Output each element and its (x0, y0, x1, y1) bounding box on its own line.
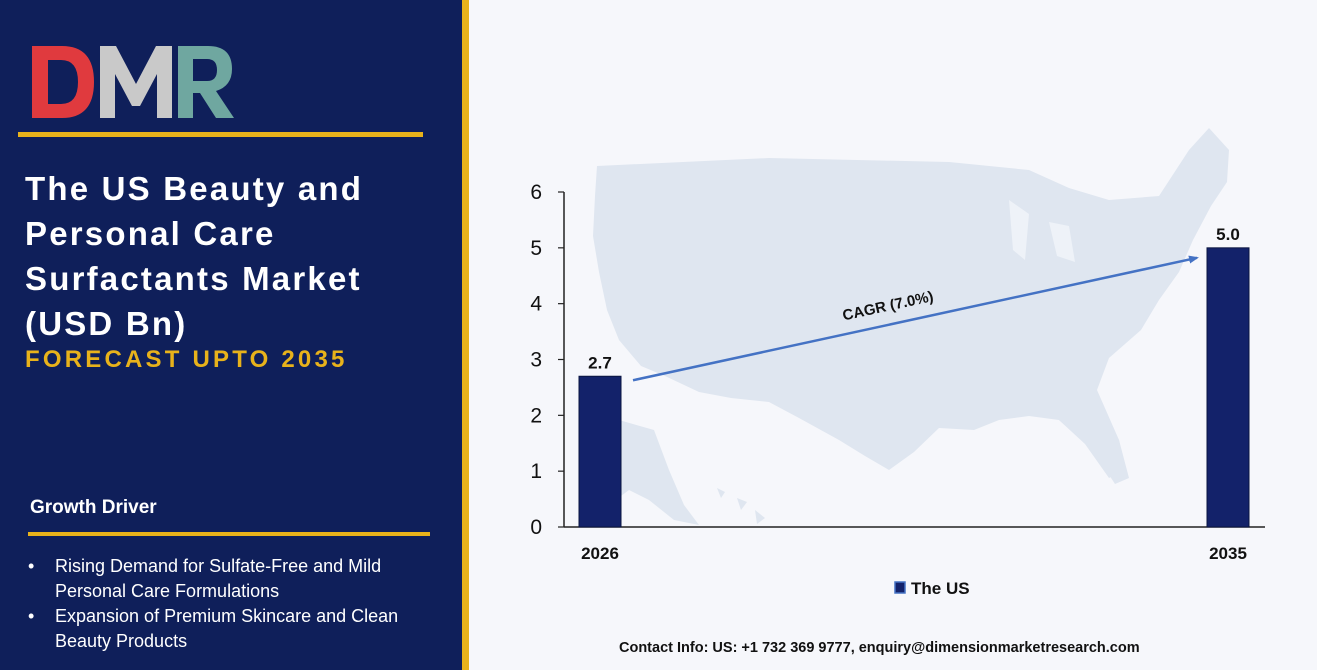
legend: The US (894, 579, 970, 598)
bar-2035 (1206, 247, 1250, 528)
growth-driver-item: • Rising Demand for Sulfate-Free and Mild… (28, 554, 448, 604)
gold-divider-top (18, 132, 423, 137)
bar-chart: 0 1 2 3 4 5 6 2.7 2026 5.0 2035 CAGR (7.0%) The U… (530, 181, 1265, 598)
y-tick-label: 6 (530, 181, 542, 204)
gold-divider-bottom (28, 532, 430, 536)
bars: 2.7 2026 5.0 2035 (578, 225, 1250, 563)
logo-letter-m (100, 46, 172, 118)
florida-shape (1059, 412, 1129, 484)
x-tick-label: 2026 (581, 544, 619, 563)
us-map-icon (593, 128, 1229, 525)
us-mainland-shape (593, 128, 1229, 478)
y-tick-label: 2 (530, 404, 542, 427)
legend-label: The US (911, 579, 970, 598)
cagr-annotation: CAGR (7.0%) (632, 255, 1199, 382)
legend-swatch (894, 581, 906, 594)
growth-driver-text: Expansion of Premium Skincare and Clean … (55, 606, 399, 651)
cagr-arrow (632, 255, 1199, 382)
growth-driver-heading: Growth Driver (30, 497, 157, 518)
data-label: 5.0 (1216, 225, 1240, 244)
forecast-subtitle: FORECAST UPTO 2035 (25, 346, 348, 373)
logo-letter-r (178, 46, 234, 118)
data-label: 2.7 (588, 353, 612, 372)
page-title: The US Beauty and Personal Care Surfacta… (25, 170, 364, 342)
y-tick-label: 1 (530, 460, 542, 483)
logo-letter-d (32, 46, 94, 118)
bullet-icon: • (28, 556, 35, 576)
contact-info: Contact Info: US: +1 732 369 9777, enqui… (619, 640, 1140, 656)
x-tick-label: 2035 (1209, 544, 1247, 563)
bar-2026 (578, 375, 622, 528)
great-lakes-shape (1009, 200, 1075, 262)
bullet-icon: • (28, 606, 35, 626)
y-tick-label: 0 (530, 516, 542, 539)
y-tick-label: 3 (530, 349, 542, 372)
y-tick-label: 5 (530, 237, 542, 260)
hawaii-shape (717, 488, 765, 524)
alaska-shape (597, 420, 699, 525)
growth-driver-text: Rising Demand for Sulfate-Free and Mild … (55, 556, 382, 601)
growth-driver-list: • Rising Demand for Sulfate-Free and Mild… (28, 554, 448, 654)
gold-separator (462, 0, 469, 670)
left-panel: The US Beauty and Personal Care Surfacta… (0, 0, 462, 670)
growth-driver-item: • Expansion of Premium Skincare and Clean… (28, 604, 448, 654)
y-tick-label: 4 (530, 293, 542, 316)
dmr-logo (32, 46, 234, 118)
chart-panel: 0 1 2 3 4 5 6 2.7 2026 5.0 2035 CAGR (7.0%) The U… (469, 0, 1317, 670)
y-axis: 0 1 2 3 4 5 6 (530, 181, 1265, 539)
